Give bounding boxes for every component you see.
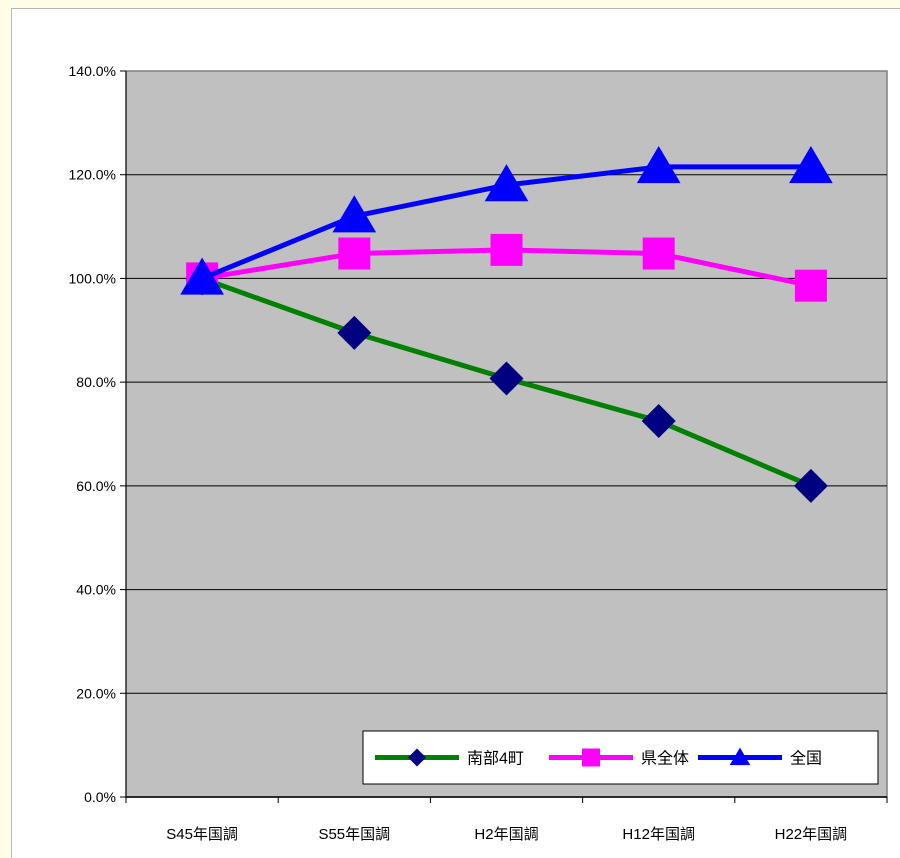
x-category-label: H22年国調 (775, 826, 848, 843)
diamond-marker (793, 468, 828, 503)
triangle-marker (729, 747, 751, 766)
square-marker (642, 237, 675, 270)
triangle-marker (484, 164, 529, 202)
y-tick-label: 20.0% (76, 685, 116, 701)
x-category-label: H2年国調 (474, 826, 538, 843)
series-2 (180, 146, 833, 295)
y-tick-label: 140.0% (69, 63, 116, 79)
legend-entry-1: 県全体 (549, 748, 689, 768)
legend-label: 県全体 (641, 750, 689, 768)
y-tick-label: 0.0% (84, 789, 116, 805)
y-tick-label: 40.0% (76, 582, 116, 598)
diamond-marker (408, 748, 426, 767)
x-category-label: S55年国調 (318, 826, 390, 843)
legend-entry-0: 南部4町 (375, 748, 524, 768)
y-tick-label: 80.0% (76, 374, 116, 390)
line-chart: 0.0% 20.0% 40.0% 60.0% 80.0% 100.0% 120.0% 140.… (69, 63, 888, 843)
y-tick-label: 120.0% (69, 167, 116, 183)
diamond-marker (337, 315, 372, 350)
square-marker (794, 269, 827, 302)
legend-label: 全国 (790, 750, 822, 768)
legend: 南部4町 県全体 全国 (362, 730, 879, 785)
x-category-label: S45年国調 (166, 826, 238, 843)
x-category-label: H12年国調 (622, 826, 695, 843)
legend-entry-2: 全国 (698, 747, 822, 768)
axes: 0.0% 20.0% 40.0% 60.0% 80.0% 100.0% 120.0% 140.… (69, 63, 888, 843)
square-marker (338, 237, 371, 270)
diamond-marker (641, 404, 676, 439)
triangle-marker (789, 146, 833, 184)
square-marker (582, 748, 600, 767)
chart-frame: 0.0% 20.0% 40.0% 60.0% 80.0% 100.0% 120.0% 140.… (11, 8, 900, 858)
diamond-marker (489, 361, 524, 396)
square-marker (490, 233, 523, 266)
legend-label: 南部4町 (467, 750, 524, 768)
triangle-marker (332, 195, 377, 233)
y-tick-label: 100.0% (69, 270, 116, 286)
triangle-marker (636, 146, 681, 184)
series-lines (180, 146, 833, 503)
triangle-marker (180, 257, 224, 295)
y-tick-label: 60.0% (76, 478, 116, 494)
